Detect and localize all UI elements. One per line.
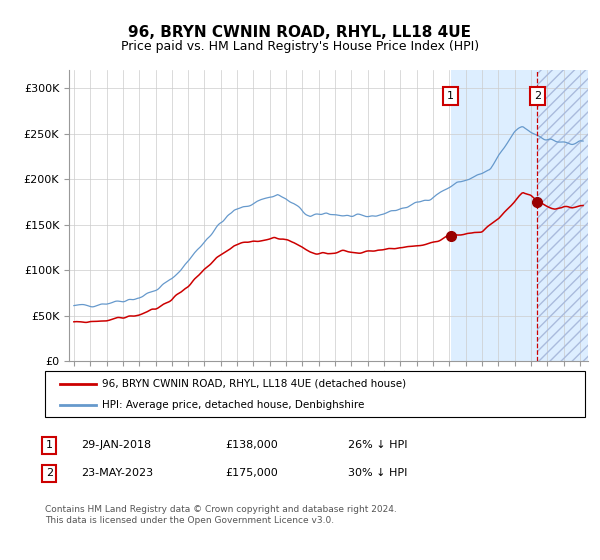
Text: 1: 1	[447, 91, 454, 101]
Text: 29-JAN-2018: 29-JAN-2018	[81, 440, 151, 450]
Text: Price paid vs. HM Land Registry's House Price Index (HPI): Price paid vs. HM Land Registry's House …	[121, 40, 479, 53]
Text: 26% ↓ HPI: 26% ↓ HPI	[348, 440, 407, 450]
Bar	[451, 70, 588, 361]
Text: 2: 2	[46, 468, 53, 478]
Text: Contains HM Land Registry data © Crown copyright and database right 2024.
This d: Contains HM Land Registry data © Crown c…	[45, 505, 397, 525]
Text: 2: 2	[533, 91, 541, 101]
Bar	[537, 70, 588, 361]
Text: 30% ↓ HPI: 30% ↓ HPI	[348, 468, 407, 478]
Text: 1: 1	[46, 440, 53, 450]
Text: £138,000: £138,000	[225, 440, 278, 450]
Text: 23-MAY-2023: 23-MAY-2023	[81, 468, 153, 478]
Text: £175,000: £175,000	[225, 468, 278, 478]
Text: 96, BRYN CWNIN ROAD, RHYL, LL18 4UE (detached house): 96, BRYN CWNIN ROAD, RHYL, LL18 4UE (det…	[102, 379, 406, 389]
Text: HPI: Average price, detached house, Denbighshire: HPI: Average price, detached house, Denb…	[102, 400, 364, 410]
Text: 96, BRYN CWNIN ROAD, RHYL, LL18 4UE: 96, BRYN CWNIN ROAD, RHYL, LL18 4UE	[128, 25, 472, 40]
